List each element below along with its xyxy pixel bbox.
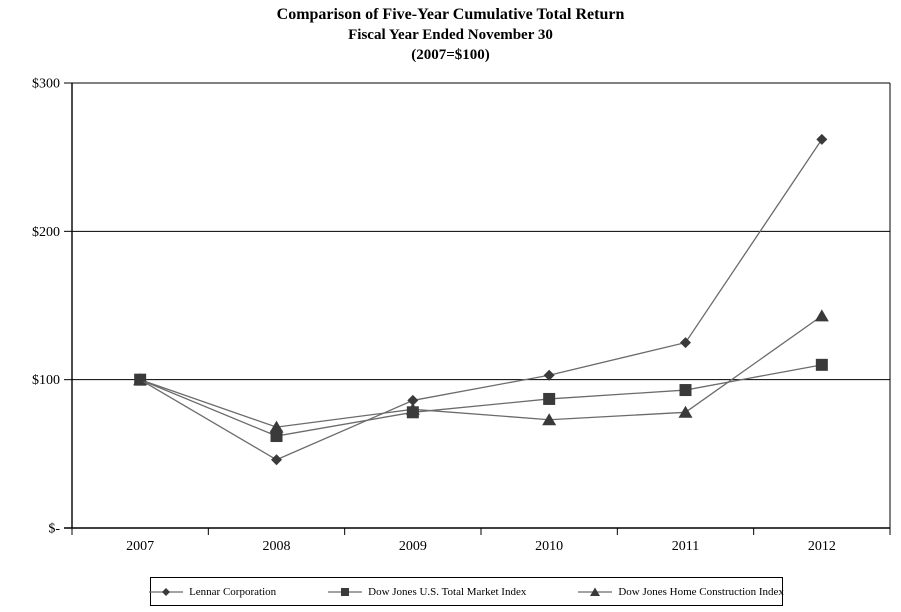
y-axis-tick-label: $300 (32, 77, 60, 92)
chart-canvas: $- $100 $200 $300 2007 2008 2009 2010 2011 2012 (32, 77, 891, 554)
legend-label: Lennar Corporation (189, 585, 277, 598)
data-point-lennar-corporation-2011 (680, 337, 691, 349)
data-point-dow-jones-u-s-total-market-index-2011 (679, 384, 692, 397)
data-point-dow-jones-u-s-total-market-index-2009 (406, 406, 419, 419)
y-axis-tick-label: $- (48, 522, 60, 537)
data-point-dow-jones-home-construction-index-2008 (269, 420, 284, 433)
chart-base-note: (2007=$100) (411, 47, 490, 63)
series-line-lennar-corporation (139, 139, 823, 461)
legend-diamond-marker-icon (149, 587, 184, 596)
legend-label: Dow Jones Home Construction Index (618, 585, 784, 598)
data-point-dow-jones-home-construction-index-2010 (542, 413, 557, 426)
legend-label: Dow Jones U.S. Total Market Index (368, 585, 527, 598)
x-axis-tick-label: 2009 (399, 539, 427, 554)
chart-subtitle: Fiscal Year Ended November 30 (348, 27, 553, 43)
series-line-dow-jones-u-s-total-market-index (139, 364, 822, 437)
legend-square-marker-icon (328, 587, 363, 596)
data-point-lennar-corporation-2012 (816, 133, 828, 145)
chart-legend: Lennar Corporation Dow Jones U.S. Total M… (149, 577, 784, 606)
legend-triangle-marker-icon (578, 587, 613, 596)
data-point-lennar-corporation-2010 (543, 369, 555, 381)
data-point-dow-jones-u-s-total-market-index-2010 (543, 392, 556, 405)
chart-title: Comparison of Five-Year Cumulative Total… (276, 6, 625, 23)
data-point-dow-jones-u-s-total-market-index-2012 (815, 358, 828, 371)
x-axis-tick-label: 2008 (263, 539, 291, 554)
data-point-dow-jones-home-construction-index-2012 (814, 309, 829, 322)
x-axis-tick-label: 2012 (808, 539, 836, 554)
chart-area: $- $100 $200 $300 2007 2008 2009 2010 2011 2012 (32, 77, 891, 554)
y-axis-tick-label: $100 (32, 373, 60, 388)
x-axis-tick-label: 2011 (672, 539, 699, 554)
legend-item: Dow Jones Home Construction Index (578, 585, 784, 599)
data-point-dow-jones-u-s-total-market-index-2008 (270, 430, 283, 443)
series-line-dow-jones-home-construction-index (139, 315, 823, 428)
chart-title-block: Comparison of Five-Year Cumulative Total… (0, 5, 901, 65)
data-point-lennar-corporation-2008 (271, 454, 282, 466)
y-axis-tick-label: $200 (32, 225, 60, 240)
x-axis-tick-label: 2010 (535, 539, 563, 554)
legend-item: Lennar Corporation (149, 585, 276, 599)
legend-item: Dow Jones U.S. Total Market Index (328, 585, 526, 599)
data-point-dow-jones-home-construction-index-2011 (678, 405, 693, 418)
data-point-lennar-corporation-2007 (134, 374, 146, 386)
data-point-lennar-corporation-2009 (407, 394, 419, 406)
x-axis-tick-label: 2007 (126, 539, 154, 554)
